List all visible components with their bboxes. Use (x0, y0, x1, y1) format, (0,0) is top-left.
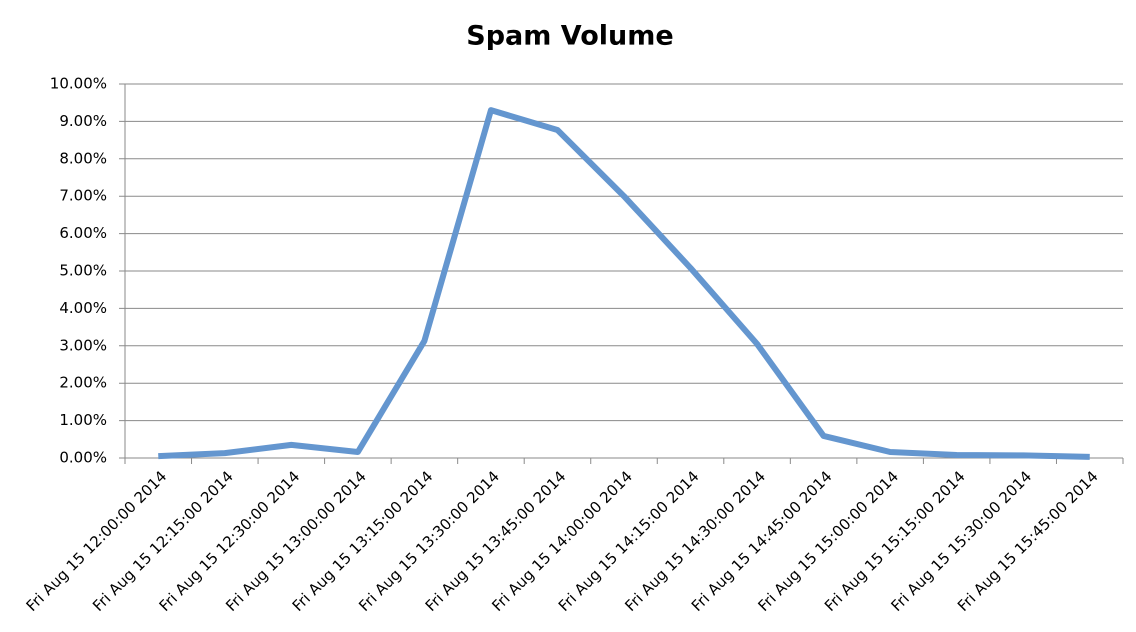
x-tick-label: Fri Aug 15 13:30:00 2014 (355, 467, 503, 615)
x-tick-label: Fri Aug 15 12:30:00 2014 (156, 467, 304, 615)
y-tick-label: 5.00% (59, 262, 107, 280)
x-tick-label: Fri Aug 15 15:15:00 2014 (821, 467, 969, 615)
y-tick-label: 0.00% (59, 449, 107, 467)
x-tick-label: Fri Aug 15 15:00:00 2014 (754, 467, 902, 615)
x-tick-label: Fri Aug 15 15:45:00 2014 (954, 467, 1102, 615)
y-tick-label: 1.00% (59, 411, 107, 429)
x-tick-label: Fri Aug 15 12:00:00 2014 (23, 467, 171, 615)
x-tick-label: Fri Aug 15 13:45:00 2014 (422, 467, 570, 615)
x-tick-label: Fri Aug 15 13:15:00 2014 (289, 467, 437, 615)
y-tick-label: 7.00% (59, 187, 107, 205)
data-line (158, 107, 1090, 460)
y-tick-label: 8.00% (59, 149, 107, 167)
y-tick-label: 3.00% (59, 336, 107, 354)
y-tick-label: 2.00% (59, 374, 107, 392)
x-tick-label: Fri Aug 15 14:30:00 2014 (621, 467, 769, 615)
x-tick-label: Fri Aug 15 14:15:00 2014 (555, 467, 703, 615)
x-tick-label: Fri Aug 15 14:45:00 2014 (688, 467, 836, 615)
y-tick-label: 10.00% (50, 75, 107, 93)
y-tick-label: 4.00% (59, 299, 107, 317)
y-tick-label: 9.00% (59, 112, 107, 130)
x-tick-label: Fri Aug 15 12:15:00 2014 (89, 467, 237, 615)
x-tick-label: Fri Aug 15 14:00:00 2014 (488, 467, 636, 615)
x-tick-label: Fri Aug 15 13:00:00 2014 (222, 467, 370, 615)
chart-title: Spam Volume (466, 21, 673, 52)
y-tick-label: 6.00% (59, 224, 107, 242)
x-tick-label: Fri Aug 15 15:30:00 2014 (888, 467, 1036, 615)
